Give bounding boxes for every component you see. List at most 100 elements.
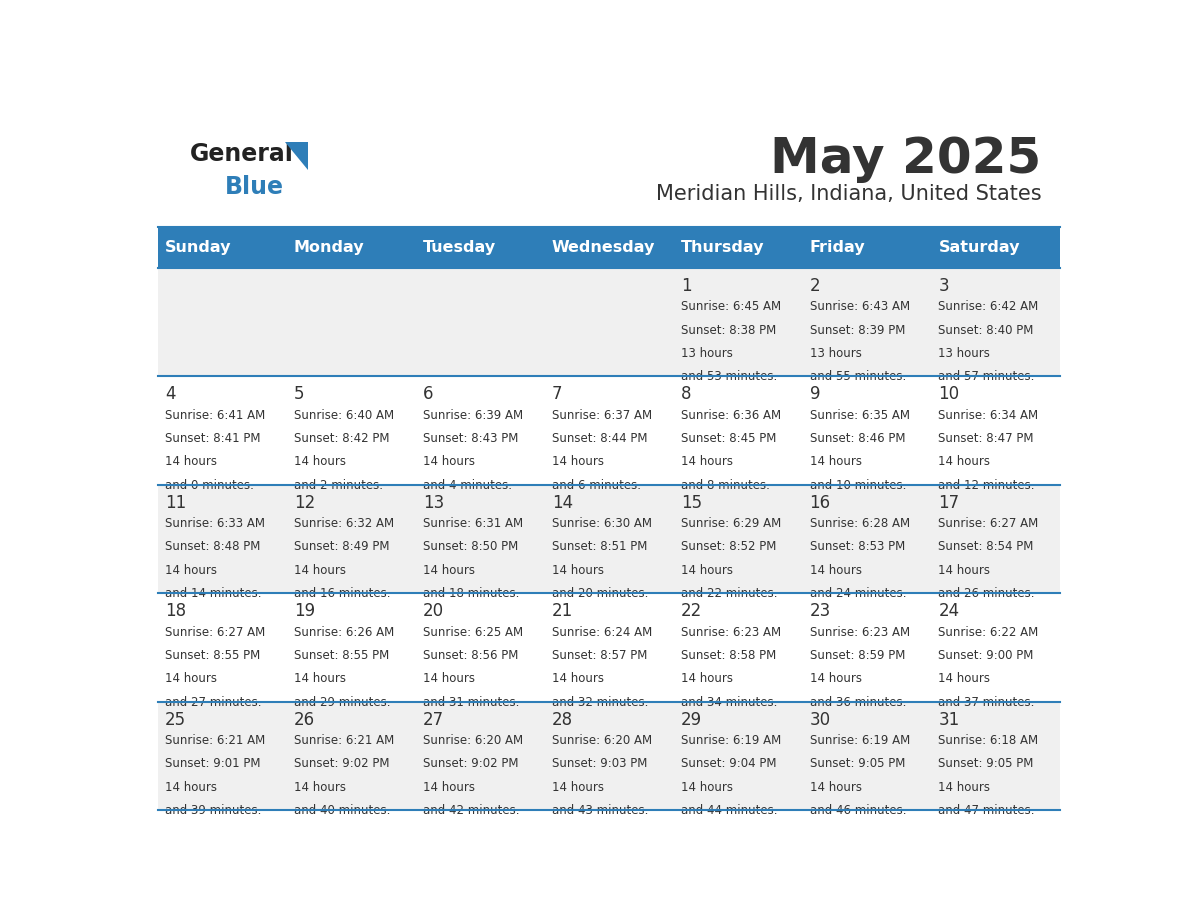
- Text: and 39 minutes.: and 39 minutes.: [165, 804, 261, 817]
- Text: 14 hours: 14 hours: [809, 672, 861, 685]
- Text: 14 hours: 14 hours: [423, 455, 475, 468]
- Text: Sunset: 8:58 PM: Sunset: 8:58 PM: [681, 649, 776, 662]
- Text: 23: 23: [809, 602, 830, 621]
- Text: and 2 minutes.: and 2 minutes.: [293, 478, 383, 492]
- Text: Sunset: 8:50 PM: Sunset: 8:50 PM: [423, 541, 518, 554]
- Text: Sunset: 8:52 PM: Sunset: 8:52 PM: [681, 541, 776, 554]
- FancyBboxPatch shape: [158, 485, 1060, 593]
- Text: 12: 12: [293, 494, 315, 512]
- Text: 3: 3: [939, 277, 949, 295]
- Text: 14 hours: 14 hours: [939, 564, 991, 577]
- Text: Sunrise: 6:41 AM: Sunrise: 6:41 AM: [165, 409, 265, 421]
- Text: 13 hours: 13 hours: [939, 347, 991, 360]
- Text: Sunset: 8:53 PM: Sunset: 8:53 PM: [809, 541, 905, 554]
- Text: and 12 minutes.: and 12 minutes.: [939, 478, 1035, 492]
- Text: 14 hours: 14 hours: [551, 455, 604, 468]
- Text: and 4 minutes.: and 4 minutes.: [423, 478, 512, 492]
- Text: 26: 26: [293, 711, 315, 729]
- Text: Sunset: 9:05 PM: Sunset: 9:05 PM: [809, 757, 905, 770]
- Text: Sunset: 9:00 PM: Sunset: 9:00 PM: [939, 649, 1034, 662]
- FancyBboxPatch shape: [158, 227, 1060, 268]
- Text: Sunset: 9:05 PM: Sunset: 9:05 PM: [939, 757, 1034, 770]
- Text: and 6 minutes.: and 6 minutes.: [551, 478, 640, 492]
- Text: and 55 minutes.: and 55 minutes.: [809, 370, 905, 383]
- Text: Sunrise: 6:23 AM: Sunrise: 6:23 AM: [681, 625, 781, 639]
- Text: 1: 1: [681, 277, 691, 295]
- Text: 29: 29: [681, 711, 702, 729]
- Text: 14 hours: 14 hours: [551, 564, 604, 577]
- Text: Sunset: 8:51 PM: Sunset: 8:51 PM: [551, 541, 647, 554]
- Text: 14 hours: 14 hours: [293, 780, 346, 794]
- FancyBboxPatch shape: [158, 701, 1060, 810]
- Text: and 40 minutes.: and 40 minutes.: [293, 804, 391, 817]
- Text: Sunrise: 6:45 AM: Sunrise: 6:45 AM: [681, 300, 781, 313]
- Text: 21: 21: [551, 602, 573, 621]
- Text: Meridian Hills, Indiana, United States: Meridian Hills, Indiana, United States: [656, 185, 1042, 205]
- Text: 6: 6: [423, 386, 434, 403]
- Text: Sunrise: 6:26 AM: Sunrise: 6:26 AM: [293, 625, 394, 639]
- Text: and 24 minutes.: and 24 minutes.: [809, 588, 906, 600]
- Text: Sunset: 8:38 PM: Sunset: 8:38 PM: [681, 324, 776, 337]
- Text: Friday: Friday: [809, 240, 865, 255]
- Text: 13 hours: 13 hours: [681, 347, 733, 360]
- Text: Sunrise: 6:40 AM: Sunrise: 6:40 AM: [293, 409, 394, 421]
- Text: Sunset: 9:01 PM: Sunset: 9:01 PM: [165, 757, 260, 770]
- Text: 4: 4: [165, 386, 176, 403]
- Text: Sunset: 9:04 PM: Sunset: 9:04 PM: [681, 757, 776, 770]
- Text: Sunset: 8:55 PM: Sunset: 8:55 PM: [165, 649, 260, 662]
- Text: Sunday: Sunday: [165, 240, 232, 255]
- Text: Sunset: 8:48 PM: Sunset: 8:48 PM: [165, 541, 260, 554]
- Text: Sunrise: 6:39 AM: Sunrise: 6:39 AM: [423, 409, 523, 421]
- Text: and 42 minutes.: and 42 minutes.: [423, 804, 519, 817]
- Text: 14 hours: 14 hours: [939, 780, 991, 794]
- Polygon shape: [285, 142, 308, 170]
- Text: Sunrise: 6:25 AM: Sunrise: 6:25 AM: [423, 625, 523, 639]
- Text: 14 hours: 14 hours: [681, 564, 733, 577]
- Text: 22: 22: [681, 602, 702, 621]
- Text: 14 hours: 14 hours: [423, 564, 475, 577]
- FancyBboxPatch shape: [158, 376, 1060, 485]
- Text: 14 hours: 14 hours: [809, 780, 861, 794]
- Text: and 31 minutes.: and 31 minutes.: [423, 696, 519, 709]
- Text: and 20 minutes.: and 20 minutes.: [551, 588, 649, 600]
- Text: 2: 2: [809, 277, 820, 295]
- Text: and 18 minutes.: and 18 minutes.: [423, 588, 519, 600]
- Text: 10: 10: [939, 386, 960, 403]
- Text: 27: 27: [423, 711, 444, 729]
- Text: and 46 minutes.: and 46 minutes.: [809, 804, 906, 817]
- Text: and 16 minutes.: and 16 minutes.: [293, 588, 391, 600]
- Text: Sunrise: 6:23 AM: Sunrise: 6:23 AM: [809, 625, 910, 639]
- Text: Sunset: 9:02 PM: Sunset: 9:02 PM: [293, 757, 390, 770]
- Text: Sunrise: 6:34 AM: Sunrise: 6:34 AM: [939, 409, 1038, 421]
- Text: 16: 16: [809, 494, 830, 512]
- Text: Sunrise: 6:29 AM: Sunrise: 6:29 AM: [681, 517, 781, 531]
- Text: and 53 minutes.: and 53 minutes.: [681, 370, 777, 383]
- Text: Sunrise: 6:20 AM: Sunrise: 6:20 AM: [423, 734, 523, 747]
- Text: Sunset: 8:45 PM: Sunset: 8:45 PM: [681, 432, 776, 445]
- Text: Sunset: 8:43 PM: Sunset: 8:43 PM: [423, 432, 518, 445]
- Text: Sunrise: 6:27 AM: Sunrise: 6:27 AM: [165, 625, 265, 639]
- Text: 31: 31: [939, 711, 960, 729]
- Text: 28: 28: [551, 711, 573, 729]
- Text: 19: 19: [293, 602, 315, 621]
- Text: Sunset: 8:40 PM: Sunset: 8:40 PM: [939, 324, 1034, 337]
- Text: Sunset: 8:57 PM: Sunset: 8:57 PM: [551, 649, 647, 662]
- Text: Sunset: 8:47 PM: Sunset: 8:47 PM: [939, 432, 1034, 445]
- Text: and 43 minutes.: and 43 minutes.: [551, 804, 649, 817]
- Text: 14 hours: 14 hours: [809, 455, 861, 468]
- Text: Sunrise: 6:33 AM: Sunrise: 6:33 AM: [165, 517, 265, 531]
- Text: Sunset: 8:41 PM: Sunset: 8:41 PM: [165, 432, 260, 445]
- Text: and 26 minutes.: and 26 minutes.: [939, 588, 1035, 600]
- Text: Sunset: 8:56 PM: Sunset: 8:56 PM: [423, 649, 518, 662]
- Text: 14 hours: 14 hours: [165, 672, 217, 685]
- Text: 7: 7: [551, 386, 562, 403]
- Text: Sunrise: 6:20 AM: Sunrise: 6:20 AM: [551, 734, 652, 747]
- Text: 30: 30: [809, 711, 830, 729]
- FancyBboxPatch shape: [158, 593, 1060, 701]
- Text: 17: 17: [939, 494, 960, 512]
- Text: 14 hours: 14 hours: [165, 455, 217, 468]
- Text: 15: 15: [681, 494, 702, 512]
- Text: Monday: Monday: [293, 240, 365, 255]
- Text: 11: 11: [165, 494, 187, 512]
- Text: Sunrise: 6:21 AM: Sunrise: 6:21 AM: [165, 734, 265, 747]
